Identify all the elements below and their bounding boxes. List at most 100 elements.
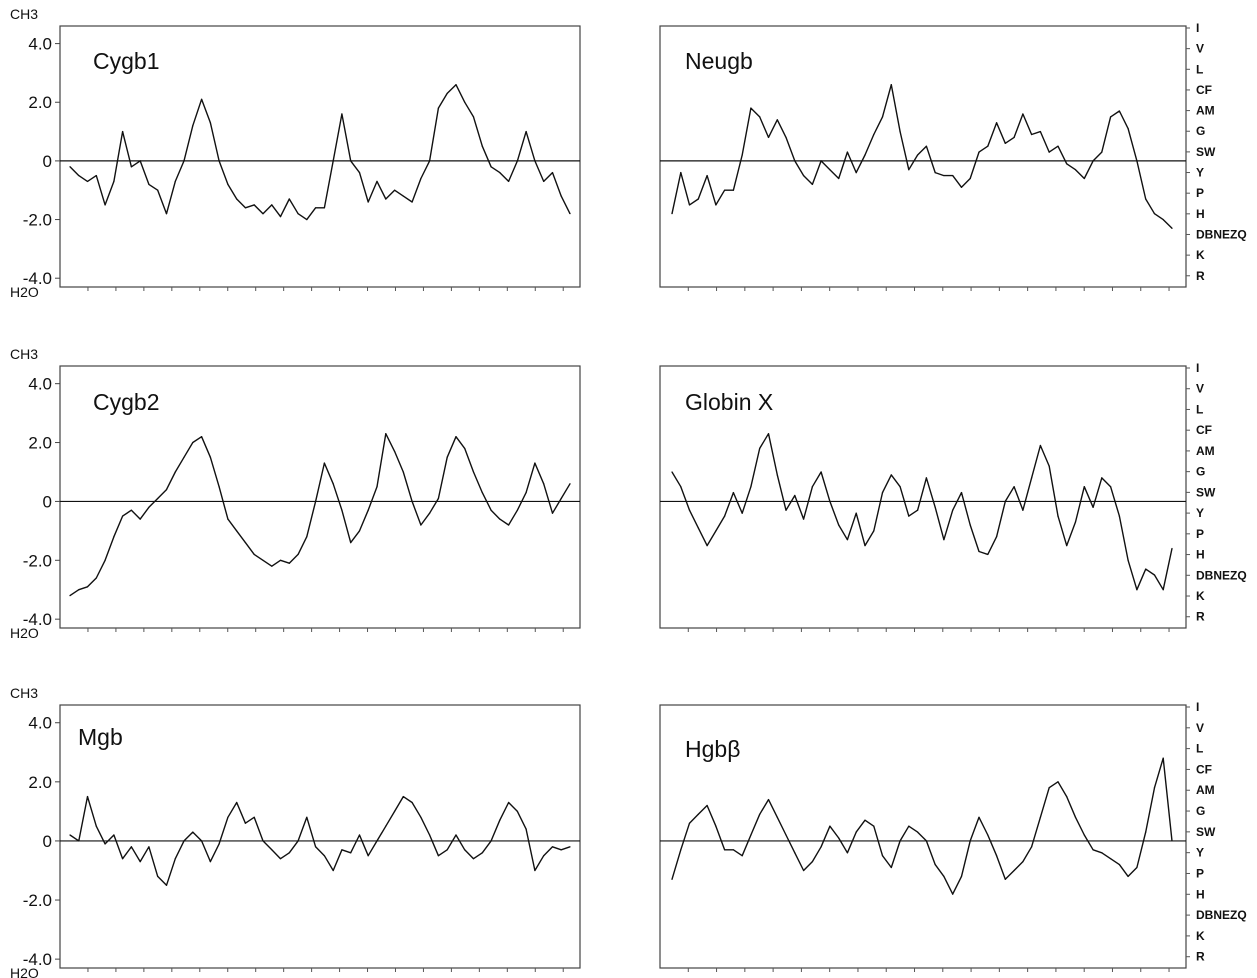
aa-scale-label: R — [1196, 950, 1205, 964]
hydropathy-point — [516, 509, 518, 511]
hydropathy-point — [455, 84, 457, 86]
hydropathy-point — [802, 174, 805, 177]
hydropathy-point — [323, 462, 325, 464]
hydropathy-series-line — [671, 83, 1173, 229]
hydropathy-point — [846, 151, 849, 153]
aa-scale-label: I — [1196, 700, 1199, 714]
hydropathy-point — [367, 855, 369, 857]
hydropathy-point — [697, 527, 699, 529]
y-tick-label: 4.0 — [28, 714, 52, 733]
hydropathy-point — [1136, 589, 1138, 591]
aa-scale-label: CF — [1196, 762, 1212, 776]
hydropathy-point — [525, 828, 527, 830]
title-box — [66, 715, 204, 757]
hydropathy-point — [1057, 515, 1059, 517]
aa-scale-label: R — [1196, 269, 1205, 283]
hydropathy-point — [183, 840, 185, 842]
aa-scale-label: DBNEZQ — [1196, 568, 1247, 582]
hydropathy-point — [507, 180, 510, 183]
hydropathy-point — [917, 154, 919, 156]
hydropathy-point — [671, 471, 673, 473]
hydropathy-point — [236, 530, 238, 532]
hydropathy-point — [253, 816, 255, 818]
y-tick-label: 4.0 — [28, 375, 52, 394]
hydropathy-point — [873, 530, 875, 532]
hydropathy-point — [174, 858, 176, 860]
hydropathy-point — [899, 486, 901, 488]
hydropathy-point — [165, 213, 168, 215]
hydropathy-point — [507, 801, 510, 804]
aa-scale-label: DBNEZQ — [1196, 908, 1247, 922]
hydropathy-point — [192, 441, 194, 444]
hydropathy-point — [802, 518, 805, 520]
hydropathy-point — [455, 436, 457, 438]
hydropathy-point — [95, 825, 97, 827]
hydropathy-point — [165, 884, 168, 886]
y-tick-label: -2.0 — [23, 551, 52, 570]
hydropathy-point — [341, 113, 343, 115]
aa-scale-label: G — [1196, 804, 1205, 818]
hydropathy-point — [253, 204, 255, 206]
hydropathy-point — [890, 84, 892, 86]
hydropathy-point — [811, 486, 813, 488]
hydropathy-point — [1004, 878, 1006, 880]
hydropathy-point — [838, 177, 840, 180]
hydropathy-point — [279, 216, 282, 218]
hydropathy-point — [917, 509, 919, 511]
hydropathy-point — [393, 810, 396, 812]
hydropathy-point — [908, 169, 910, 171]
hydropathy-panel-3: 4.0 2.0 0 -2.0 -4.0 Cygb2 CH3 H2O — [10, 346, 581, 641]
aa-scale-label: P — [1196, 866, 1204, 880]
hydropathy-point — [1136, 866, 1138, 869]
aa-scale-label: K — [1196, 929, 1205, 943]
panel-title: Hgbβ — [685, 736, 740, 762]
hydropathy-point — [925, 145, 927, 147]
aa-scale-label: Y — [1196, 846, 1204, 860]
hydropathy-point — [750, 107, 752, 109]
aa-scale-label: AM — [1196, 444, 1215, 458]
hydropathy-point — [759, 447, 761, 450]
hydropathy-point — [732, 189, 735, 191]
hydropathy-point — [288, 198, 290, 200]
hydropathy-point — [139, 861, 141, 863]
hydropathy-point — [943, 539, 945, 541]
hydropathy-point — [130, 509, 133, 511]
hydropathy-point — [569, 483, 571, 485]
hydropathy-point — [1092, 506, 1094, 508]
hydropathy-point — [1039, 816, 1042, 818]
hydropathy-point — [551, 846, 554, 848]
hydropathy-point — [1162, 589, 1164, 591]
hydropathy-point — [358, 172, 361, 174]
hydropathy-point — [209, 456, 211, 458]
title-box — [80, 383, 218, 425]
hydropathy-point — [297, 213, 299, 215]
hydropathy-point — [1048, 465, 1050, 467]
hydropathy-point — [952, 174, 954, 177]
hydropathy-panel-6: Hgbβ IVL CF AM G SW YPH DBNEZQ KR — [659, 700, 1247, 972]
hydropathy-point — [1145, 831, 1147, 833]
aa-scale-label: P — [1196, 186, 1204, 200]
hydropathy-point — [288, 852, 290, 854]
hydropathy-point — [943, 875, 945, 877]
hydropathy-points — [671, 757, 1173, 895]
hydropathy-point — [139, 160, 141, 162]
hydropathy-point — [811, 861, 813, 863]
hydropathy-point — [724, 189, 726, 191]
y-tick-label: 2.0 — [28, 93, 52, 112]
hydropathy-point — [794, 852, 796, 854]
hydropathy-point — [560, 497, 562, 500]
y-tick-label: -2.0 — [23, 891, 52, 910]
aa-scale-label: I — [1196, 361, 1199, 375]
hydropathy-point — [697, 198, 699, 200]
hydropathy-point — [1004, 500, 1006, 503]
hydropathy-point — [472, 858, 475, 860]
hydropathy-point — [715, 825, 717, 827]
hydropathy-point — [794, 494, 796, 497]
hydropathy-point — [393, 450, 396, 452]
hydropathy-point — [846, 852, 849, 854]
aa-scale-label: H — [1196, 887, 1205, 901]
hydropathy-point — [429, 160, 431, 162]
hydropathy-point — [1013, 869, 1015, 872]
hydropathy-point — [78, 174, 80, 177]
hydropathy-point — [785, 136, 787, 139]
